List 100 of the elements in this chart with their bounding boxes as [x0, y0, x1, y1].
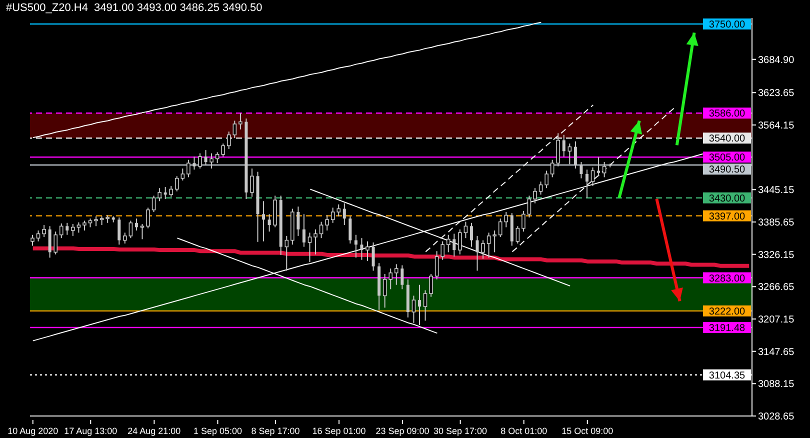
- ref-line-label: 3191.48: [708, 323, 746, 334]
- candlestick: [82, 220, 86, 231]
- candlestick: [464, 221, 468, 239]
- x-tick-label: 8 Sep 17:00: [251, 426, 300, 436]
- line-series: [32, 22, 542, 138]
- candlestick: [585, 169, 588, 198]
- candlestick: [538, 181, 543, 196]
- candlestick: [486, 232, 491, 258]
- candlestick: [418, 284, 421, 326]
- candlestick: [492, 230, 496, 253]
- y-tick-label: 3266.65: [758, 282, 795, 294]
- candlestick: [562, 134, 566, 158]
- ref-line-label: 3104.35: [708, 370, 746, 382]
- candlestick: [342, 202, 346, 226]
- candlestick: [140, 223, 144, 240]
- ref-line-label: 3505.00: [708, 152, 746, 164]
- candlestick: [152, 195, 156, 213]
- candlestick: [169, 185, 174, 198]
- candlestick: [440, 240, 444, 260]
- candlestick: [325, 214, 329, 231]
- candlestick: [590, 166, 595, 186]
- candlestick: [522, 210, 526, 232]
- y-tick-label: 3445.15: [758, 185, 795, 196]
- candlestick: [382, 273, 387, 308]
- ref-line-label: 3540.00: [708, 134, 746, 145]
- x-tick-label: 1 Sep 05:00: [193, 426, 242, 436]
- candlestick: [146, 207, 150, 229]
- candlestick: [180, 168, 185, 181]
- candlestick: [429, 273, 433, 298]
- candlestick: [476, 235, 479, 272]
- candlestick: [123, 232, 127, 244]
- ref-line-label: 3430.00: [708, 193, 746, 204]
- candlestick: [118, 216, 121, 246]
- ref-line-label: 3490.50: [708, 164, 746, 176]
- x-tick-label: 23 Sep 09:00: [376, 426, 430, 436]
- y-tick-label: 3623.65: [758, 88, 795, 100]
- candlestick: [268, 214, 271, 232]
- candlestick: [470, 222, 473, 248]
- y-tick-label: 3207.15: [758, 314, 795, 326]
- candlestick: [388, 268, 393, 290]
- candlestick: [354, 234, 358, 258]
- y-tick-label: 3385.65: [758, 218, 795, 229]
- x-tick-label: 10 Aug 2020: [8, 426, 58, 436]
- candlestick: [412, 295, 416, 324]
- candlestick: [308, 232, 312, 263]
- candlestick: [296, 206, 300, 236]
- y-tick-label: 3147.65: [758, 346, 795, 358]
- candlestick: [128, 220, 133, 239]
- candlestick: [284, 235, 289, 272]
- candlestick: [366, 240, 370, 262]
- candlestick: [452, 233, 456, 258]
- candlestick: [314, 228, 318, 255]
- candlestick: [164, 186, 167, 200]
- candlestick: [226, 131, 231, 150]
- x-tick-label: 16 Sep 01:00: [312, 426, 366, 436]
- x-tick-label: 30 Sep 17:00: [434, 426, 488, 436]
- candlestick: [59, 222, 64, 239]
- x-tick-label: 8 Oct 01:00: [500, 426, 548, 436]
- candlestick: [434, 250, 439, 280]
- candlestick: [54, 231, 58, 255]
- candlestick: [423, 290, 428, 322]
- candlestick: [481, 240, 485, 260]
- ref-line-label: 3750.00: [708, 19, 746, 30]
- candlestick: [71, 223, 75, 236]
- candlestick: [158, 188, 162, 202]
- candlestick: [302, 214, 306, 248]
- candlestick: [533, 188, 537, 204]
- candlestick: [319, 221, 324, 239]
- candlestick: [175, 176, 179, 192]
- candlestick: [360, 238, 364, 260]
- candlestick: [94, 216, 98, 227]
- candlestick: [400, 264, 404, 290]
- candlestick: [250, 168, 254, 198]
- candlestick: [262, 200, 266, 242]
- candlestick: [66, 222, 69, 236]
- chart-title: #US500_Z20.H4 3491.00 3493.00 3486.25 3490.50: [6, 2, 262, 14]
- candlestick: [232, 120, 237, 139]
- candlestick: [458, 228, 462, 255]
- y-tick-label: 3326.15: [758, 250, 795, 261]
- candlestick: [544, 170, 548, 189]
- ref-line-label: 3397.00: [708, 211, 746, 222]
- y-tick-label: 3564.15: [758, 120, 795, 132]
- y-tick-label: 3088.15: [758, 379, 795, 390]
- x-tick-label: 17 Aug 13:00: [64, 426, 118, 436]
- y-tick-label: 3028.65: [758, 412, 795, 423]
- candlestick: [48, 226, 52, 258]
- candlestick: [372, 242, 375, 272]
- x-tick-label: 24 Aug 21:00: [128, 426, 181, 436]
- x-tick-label: 15 Oct 09:00: [562, 426, 614, 436]
- ref-line-label: 3283.00: [708, 273, 746, 284]
- y-tick-label: 3684.90: [758, 54, 795, 66]
- candlestick: [42, 224, 46, 238]
- candlestick: [238, 112, 242, 130]
- line-series: [176, 238, 438, 334]
- candlestick: [527, 195, 532, 218]
- ref-line-label: 3586.00: [708, 108, 746, 120]
- candlestick: [76, 222, 81, 234]
- candlestick: [516, 226, 520, 244]
- candlestick: [36, 230, 40, 242]
- candlestick: [221, 143, 226, 158]
